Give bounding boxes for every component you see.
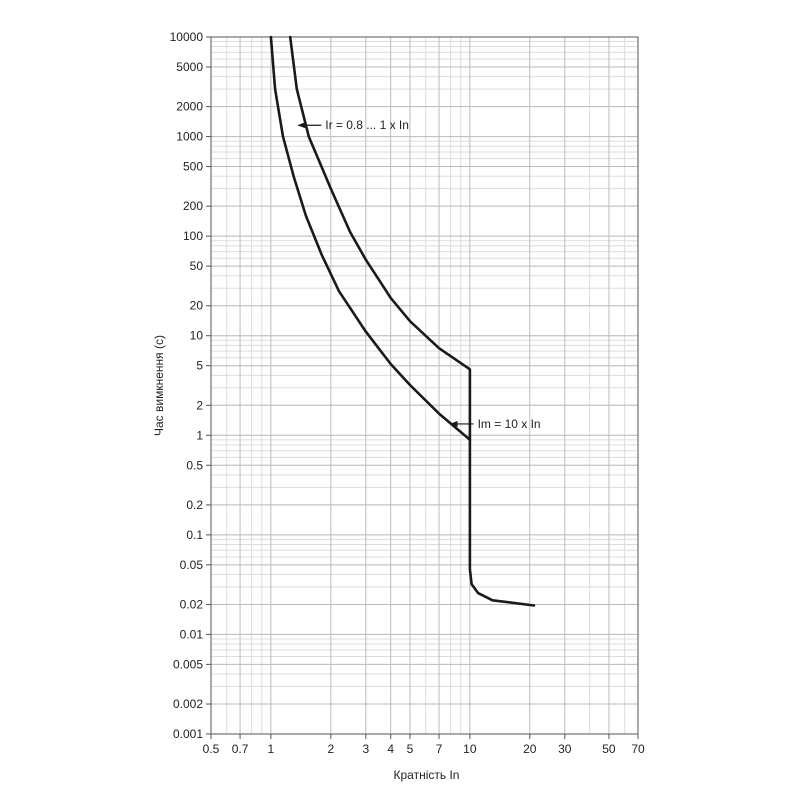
y-tick-label: 20 bbox=[190, 299, 204, 313]
plot-frame bbox=[210, 36, 639, 735]
y-tick-label: 0.02 bbox=[180, 597, 204, 611]
y-tick-label: 0.001 bbox=[173, 727, 203, 741]
x-tick-label: 7 bbox=[436, 742, 443, 756]
y-tick-label: 5 bbox=[196, 359, 203, 373]
y-tick-label: 200 bbox=[183, 199, 203, 213]
y-tick-label: 10000 bbox=[170, 30, 204, 44]
y-tick-label: 500 bbox=[183, 160, 203, 174]
major-grid bbox=[210, 36, 639, 735]
annotation-arrow-head bbox=[297, 122, 306, 129]
annotation-arrow-head bbox=[449, 420, 458, 427]
x-tick-label: 50 bbox=[602, 742, 616, 756]
x-tick-label: 5 bbox=[407, 742, 414, 756]
lower-trip-curve bbox=[269, 35, 536, 607]
y-tick-label: 0.01 bbox=[180, 627, 204, 641]
y-tick-label: 0.002 bbox=[173, 697, 203, 711]
series-layer bbox=[269, 35, 536, 607]
x-tick-label: 30 bbox=[558, 742, 572, 756]
y-tick-label: 10 bbox=[190, 329, 204, 343]
y-tick-label: 2 bbox=[196, 398, 203, 412]
annotation-layer: Ir = 0.8 ... 1 x In Im = 10 x In bbox=[297, 118, 541, 431]
y-tick-label: 0.05 bbox=[180, 558, 204, 572]
y-tick-label: 5000 bbox=[176, 60, 203, 74]
x-tick-label: 0.5 bbox=[203, 742, 220, 756]
x-tick-label: 2 bbox=[327, 742, 334, 756]
y-axis-ticks: 10000 5000 2000 1000 500 200 100 50 20 10 5 2 1 0.5 0.… bbox=[170, 30, 211, 741]
x-tick-label: 1 bbox=[268, 742, 275, 756]
x-tick-label: 0.7 bbox=[232, 742, 249, 756]
x-axis-title: Кратність In bbox=[394, 768, 460, 782]
x-axis-ticks: 0.5 0.7 1 2 3 4 5 7 10 20 30 50 70 bbox=[203, 734, 645, 756]
annotation-label: Im = 10 x In bbox=[478, 417, 541, 431]
y-axis-title: Час вимкнення (с) bbox=[152, 335, 166, 436]
y-tick-label: 1 bbox=[196, 428, 203, 442]
x-tick-label: 4 bbox=[387, 742, 394, 756]
y-tick-label: 50 bbox=[190, 259, 204, 273]
x-tick-label: 10 bbox=[463, 742, 477, 756]
x-tick-label: 20 bbox=[523, 742, 537, 756]
x-tick-label: 3 bbox=[362, 742, 369, 756]
upper-trip-curve bbox=[288, 35, 472, 442]
y-tick-label: 1000 bbox=[176, 130, 203, 144]
y-tick-label: 0.2 bbox=[186, 498, 203, 512]
y-tick-label: 0.1 bbox=[186, 528, 203, 542]
y-tick-label: 2000 bbox=[176, 100, 203, 114]
y-tick-label: 0.005 bbox=[173, 657, 203, 671]
annotation-label: Ir = 0.8 ... 1 x In bbox=[325, 118, 409, 132]
y-tick-label: 100 bbox=[183, 229, 203, 243]
y-tick-label: 0.5 bbox=[186, 458, 203, 472]
x-tick-label: 70 bbox=[631, 742, 645, 756]
minor-grid bbox=[211, 37, 638, 735]
